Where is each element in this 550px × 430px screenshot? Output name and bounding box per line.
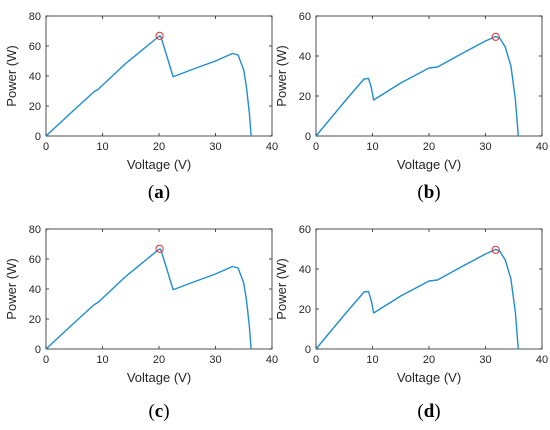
y-axis-label: Power (W) [4, 258, 19, 319]
x-tick-label: 10 [96, 354, 108, 366]
y-tick-label: 60 [299, 224, 311, 236]
x-tick-label: 40 [266, 354, 278, 366]
max-power-point-marker [155, 31, 164, 40]
x-tick-label: 0 [313, 354, 319, 366]
x-tick-label: 10 [366, 141, 378, 153]
max-power-point-marker [491, 245, 500, 254]
panel-label: (a) [148, 182, 170, 203]
y-axis-label: Power (W) [274, 45, 289, 106]
y-tick-label: 0 [35, 344, 41, 356]
y-tick-label: 0 [305, 344, 311, 356]
chart-panel-a: 0 10 20 30 40 0 20 40 60 80 Voltage (V) Power (W) (a… [4, 11, 278, 203]
max-power-point-marker [491, 32, 500, 41]
x-tick-label: 40 [266, 141, 278, 153]
x-tick-label: 40 [536, 354, 548, 366]
x-tick-label: 10 [96, 141, 108, 153]
plot-area [315, 228, 543, 350]
x-tick-label: 0 [43, 354, 49, 366]
y-tick-label: 40 [299, 51, 311, 63]
y-tick-label: 20 [299, 91, 311, 103]
pv-curve-line [315, 35, 519, 137]
panel-label: (b) [417, 182, 440, 203]
pv-curve-line [45, 248, 252, 350]
y-tick-label: 40 [299, 264, 311, 276]
chart-panel-d: 0 10 20 30 40 0 20 40 60 Voltage (V) Power (W) (d) [274, 224, 548, 422]
x-axis-label: Voltage (V) [397, 370, 461, 385]
x-tick-label: 10 [366, 354, 378, 366]
y-tick-label: 80 [29, 224, 41, 236]
y-tick-label: 40 [29, 284, 41, 296]
pv-curve-line [315, 248, 519, 350]
x-tick-label: 0 [43, 141, 49, 153]
x-tick-label: 0 [313, 141, 319, 153]
y-axis-label: Power (W) [4, 45, 19, 106]
panel-label: (d) [417, 401, 440, 422]
x-axis-label: Voltage (V) [397, 157, 461, 172]
plot-area [315, 15, 543, 137]
x-axis-label: Voltage (V) [127, 370, 191, 385]
y-axis-label: Power (W) [274, 258, 289, 319]
x-tick-label: 20 [423, 354, 435, 366]
y-tick-label: 60 [299, 11, 311, 23]
chart-panel-b: 0 10 20 30 40 0 20 40 60 Voltage (V) Power (W) (b) [274, 11, 548, 203]
chart-panel-c: 0 10 20 30 40 0 20 40 60 80 Voltage (V) Power (W) (c… [4, 224, 278, 422]
x-tick-label: 20 [153, 354, 165, 366]
y-tick-label: 20 [29, 101, 41, 113]
x-axis-label: Voltage (V) [127, 157, 191, 172]
plot-area [45, 228, 273, 350]
plot-area [45, 15, 273, 137]
y-tick-label: 60 [29, 254, 41, 266]
x-tick-label: 20 [423, 141, 435, 153]
x-tick-label: 30 [209, 354, 221, 366]
y-tick-label: 0 [35, 131, 41, 143]
y-tick-label: 0 [305, 131, 311, 143]
x-tick-label: 30 [209, 141, 221, 153]
pv-curve-line [45, 35, 252, 137]
x-tick-label: 30 [479, 141, 491, 153]
max-power-point-marker [155, 244, 164, 253]
x-tick-label: 20 [153, 141, 165, 153]
y-tick-label: 40 [29, 71, 41, 83]
y-tick-label: 60 [29, 41, 41, 53]
x-tick-label: 30 [479, 354, 491, 366]
x-tick-label: 40 [536, 141, 548, 153]
y-tick-label: 20 [29, 314, 41, 326]
y-tick-label: 20 [299, 304, 311, 316]
panel-label: (c) [148, 401, 169, 422]
y-tick-label: 80 [29, 11, 41, 23]
